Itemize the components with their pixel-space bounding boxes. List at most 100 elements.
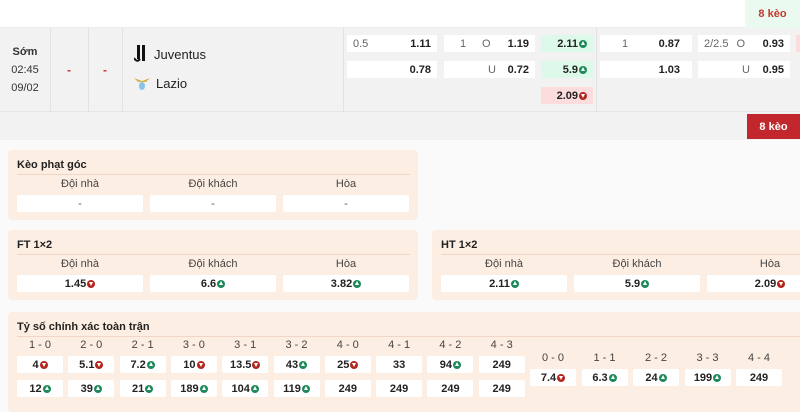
match-status: Sớm: [12, 46, 38, 58]
odds-cell[interactable]: 94: [427, 356, 474, 373]
odds-cell[interactable]: 6.3: [581, 369, 628, 386]
ft-over[interactable]: 1 O 1.19: [444, 35, 535, 52]
column-label: 4 - 0: [336, 339, 359, 351]
odds-cell[interactable]: 2.11: [441, 275, 567, 292]
kickoff-time: 02:45: [11, 64, 39, 76]
arrow-down-icon: [557, 373, 566, 382]
column-label: 4 - 3: [490, 339, 513, 351]
odds-value: 1.19: [507, 37, 529, 50]
odds-value: 25: [337, 358, 350, 371]
arrow-down-icon: [95, 360, 104, 369]
ft-handicap-away[interactable]: 0.78: [347, 61, 437, 78]
odds-value: 199: [693, 371, 713, 384]
odds-cell[interactable]: 5.1: [68, 356, 115, 373]
odds-cell[interactable]: -: [150, 195, 276, 212]
odds-value: 12: [29, 382, 42, 395]
odds-cell[interactable]: 6.6: [150, 275, 276, 292]
odds-cell[interactable]: 10: [170, 356, 217, 373]
odds-cell[interactable]: 3.82: [283, 275, 409, 292]
odds-cell[interactable]: 43: [273, 356, 320, 373]
odds-cell[interactable]: 189: [170, 380, 217, 397]
column-label: Đội nhà: [61, 258, 99, 270]
odds-cell[interactable]: 199: [684, 369, 731, 386]
odds-value: 43: [285, 358, 299, 371]
odds-value: 249: [749, 371, 769, 384]
odds-value: 249: [441, 382, 460, 395]
odds-cell[interactable]: 1.45: [17, 275, 143, 292]
arrow-up-icon: [658, 373, 667, 382]
home-score: -: [67, 63, 71, 77]
odds-cell[interactable]: 249: [376, 380, 423, 397]
arrow-up-icon: [145, 384, 154, 393]
odds-cell[interactable]: 249: [478, 356, 525, 373]
odds-cell[interactable]: 39: [68, 380, 115, 397]
ft-1x2-draw[interactable]: 2.09: [541, 87, 593, 104]
column-label: 3 - 3: [696, 352, 719, 364]
ft-1x2-home[interactable]: 2.11: [541, 35, 593, 52]
odds-cell[interactable]: 25: [324, 356, 371, 373]
odds-value: 0.78: [409, 63, 431, 76]
away-team-name: Lazio: [156, 75, 188, 91]
odds-cell[interactable]: 21: [119, 380, 166, 397]
odds-cell[interactable]: 249: [324, 380, 371, 397]
odds-cell[interactable]: 7.4: [530, 369, 576, 386]
home-team[interactable]: Juventus: [134, 45, 206, 63]
column-label: Đội khách: [188, 258, 238, 270]
ht-1x2-panel: HT 1×2 Đội nhà 2.11 Đội khách 5.9 Hòa 2.09: [432, 230, 800, 300]
odds-value: 0.95: [762, 63, 784, 76]
arrow-up-icon: [510, 279, 519, 288]
odds-cell[interactable]: -: [283, 195, 409, 212]
odds-cell[interactable]: 24: [633, 369, 679, 386]
more-odds-button-top[interactable]: 8 kèo: [745, 0, 800, 28]
kickoff-date: 09/02: [11, 82, 39, 94]
ft-1x2-away[interactable]: 5.9: [541, 61, 593, 78]
panel-title: Tỷ số chính xác toàn trận: [17, 321, 150, 333]
column-label: 3 - 0: [182, 339, 205, 351]
away-score: -: [103, 63, 107, 77]
ft-under[interactable]: U 0.72: [444, 61, 535, 78]
odds-value: 104: [231, 382, 250, 395]
odds-cell[interactable]: 5.9: [574, 275, 700, 292]
odds-value: 2.09: [556, 89, 578, 102]
top-bar: [0, 0, 800, 28]
ht-1x2-home[interactable]: [796, 35, 800, 52]
odds-cell[interactable]: 119: [273, 380, 320, 397]
odds-value: 1.45: [64, 277, 87, 290]
odds-cell[interactable]: 104: [222, 380, 269, 397]
arrow-up-icon: [93, 384, 102, 393]
corner-panel: Kèo phạt góc Đội nhà - Đội khách - Hòa -: [8, 150, 418, 220]
arrow-up-icon: [608, 373, 617, 382]
odds-cell[interactable]: 33: [376, 356, 423, 373]
under-label: U: [742, 63, 750, 76]
odds-cell[interactable]: 4: [17, 356, 63, 373]
more-odds-button[interactable]: 8 kèo: [747, 114, 800, 139]
arrow-down-icon: [777, 279, 786, 288]
ht-over[interactable]: 2/2.5 O 0.93: [698, 35, 790, 52]
odds-cell[interactable]: 249: [427, 380, 474, 397]
odds-value: 249: [492, 358, 511, 371]
odds-value: 33: [392, 358, 406, 371]
away-team[interactable]: Lazio: [134, 75, 187, 91]
odds-cell[interactable]: 2.09: [707, 275, 800, 292]
ht-under[interactable]: U 0.95: [698, 61, 790, 78]
odds-cell[interactable]: 249: [736, 369, 782, 386]
column-label: 4 - 1: [388, 339, 411, 351]
divider: [596, 28, 597, 112]
odds-cell[interactable]: 12: [17, 380, 63, 397]
divider: [50, 28, 51, 112]
ou-line: 1: [459, 37, 467, 50]
ht-handicap-away[interactable]: 1.03: [600, 61, 692, 78]
arrow-up-icon: [301, 384, 310, 393]
ft-handicap-home[interactable]: 0.5 1.11: [347, 35, 437, 52]
odds-value: 249: [389, 382, 409, 395]
odds-value: 1.03: [658, 63, 680, 76]
ht-handicap-home[interactable]: 1 0.87: [600, 35, 692, 52]
odds-cell[interactable]: 13.5: [222, 356, 269, 373]
correct-score-panel: Tỷ số chính xác toàn trận 1 - 0 4 12 2 - 0 5…: [8, 312, 800, 412]
odds-value: 13.5: [229, 358, 252, 371]
odds-cell[interactable]: -: [17, 195, 143, 212]
odds-cell[interactable]: 249: [478, 380, 525, 397]
ou-line: 2/2.5: [704, 37, 729, 50]
arrow-up-icon: [250, 384, 259, 393]
odds-cell[interactable]: 7.2: [119, 356, 166, 373]
